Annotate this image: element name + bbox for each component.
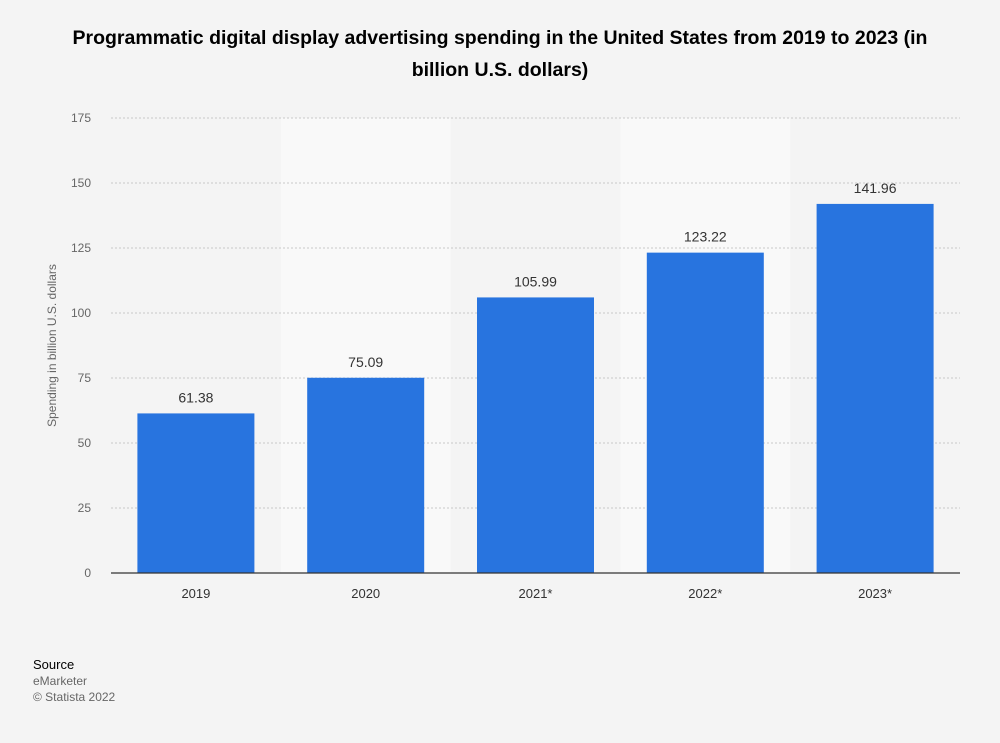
bar [137, 413, 255, 573]
y-tick-label: 0 [84, 566, 91, 580]
x-axis-tick-labels: 2019 2020 2021* 2022* 2023* [181, 586, 892, 601]
source-block: Source eMarketer © Statista 2022 [33, 657, 115, 705]
bar [477, 297, 594, 573]
x-tick-label: 2021* [519, 586, 553, 601]
data-label: 141.96 [854, 180, 897, 196]
x-tick-label: 2023* [858, 586, 892, 601]
y-axis-title: Spending in billion U.S. dollars [45, 264, 59, 427]
x-tick-label: 2019 [181, 586, 210, 601]
y-tick-label: 100 [71, 306, 91, 320]
source-heading: Source [33, 657, 75, 672]
y-tick-label: 175 [71, 111, 91, 125]
source-name[interactable]: eMarketer [33, 674, 88, 688]
x-tick-label: 2022* [688, 586, 722, 601]
y-tick-label: 25 [78, 501, 92, 515]
data-label: 105.99 [514, 273, 557, 289]
y-tick-label: 75 [78, 371, 92, 385]
bar [646, 252, 764, 574]
chart-title: Programmatic digital display advertising… [72, 27, 928, 81]
data-label: 75.09 [348, 354, 383, 370]
y-tick-label: 125 [71, 241, 91, 255]
bars [137, 203, 934, 574]
y-tick-label: 150 [71, 176, 91, 190]
y-tick-label: 50 [78, 436, 92, 450]
bar [816, 203, 934, 574]
data-labels: 61.38 75.09 105.99 123.22 141.96 [178, 180, 896, 406]
data-label: 123.22 [684, 229, 727, 245]
bar [307, 377, 425, 573]
x-tick-label: 2020 [351, 586, 380, 601]
copyright[interactable]: © Statista 2022 [33, 690, 116, 704]
data-label: 61.38 [178, 389, 213, 405]
y-axis-tick-labels: 0 25 50 75 100 125 150 175 [71, 111, 91, 580]
